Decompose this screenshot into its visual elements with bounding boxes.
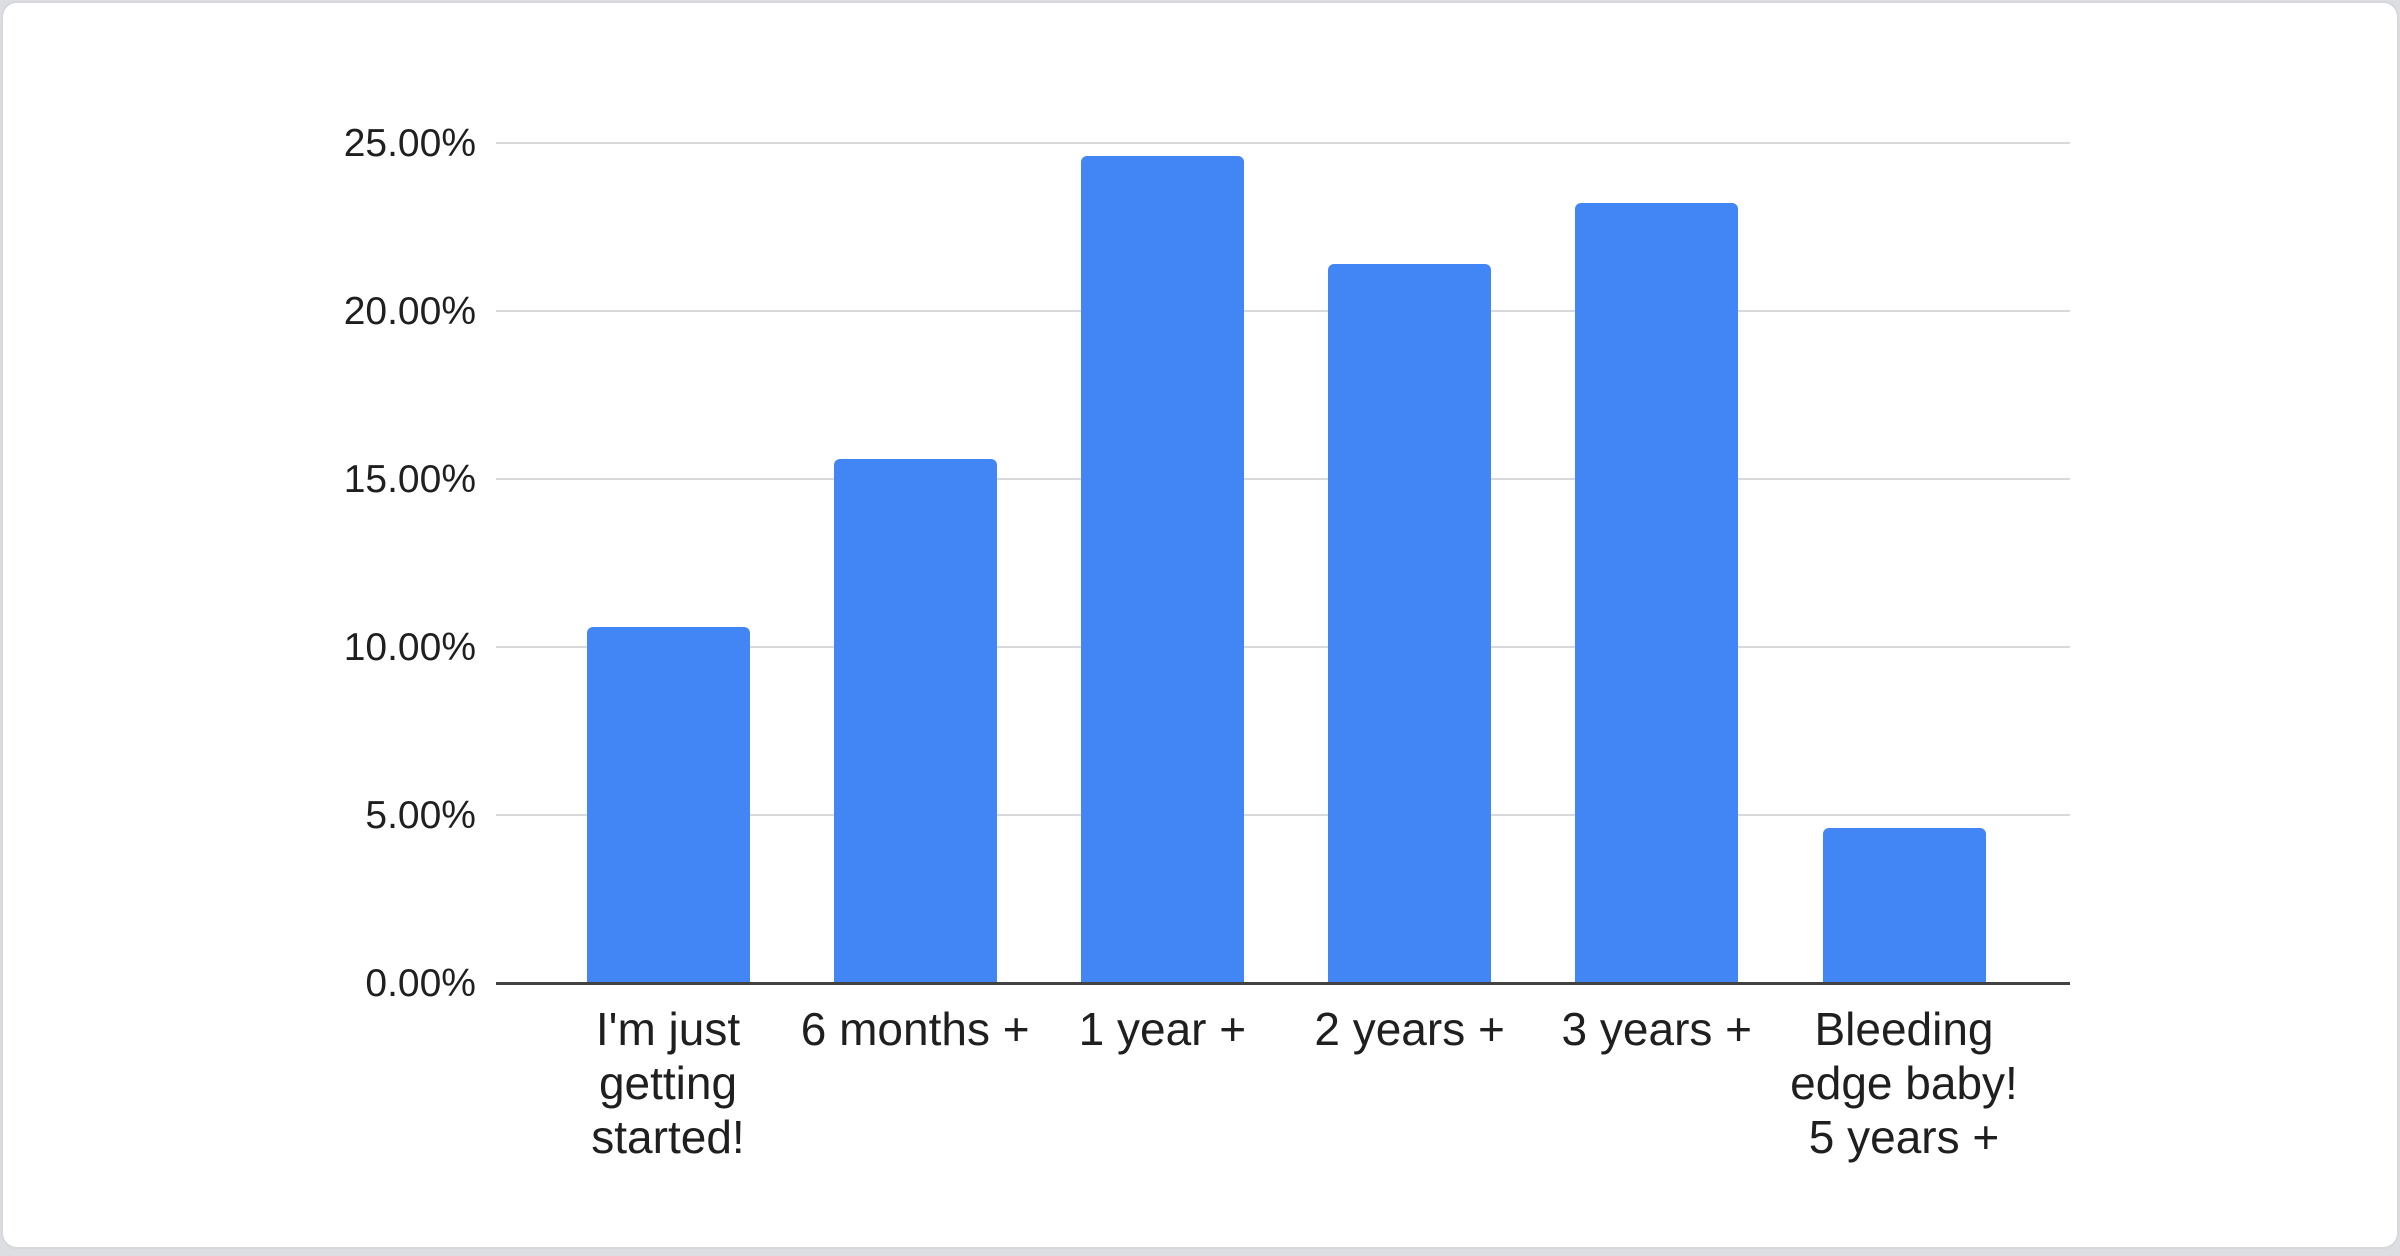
y-axis-label: 20.00% xyxy=(343,290,476,333)
bar-chart: 0.00% 5.00% 10.00% 15.00% 20.00% 25.00% I'm ju… xyxy=(3,3,2397,1247)
x-axis-label: 6 months + xyxy=(800,1003,1030,1055)
x-axis-label: Bleeding edge baby! 5 years + xyxy=(1790,1003,2018,1163)
bar-6[interactable] xyxy=(1822,828,1986,983)
gridline-25.00% xyxy=(496,142,2070,144)
y-axis-label: 0.00% xyxy=(365,962,476,1005)
y-axis-label: 5.00% xyxy=(365,794,476,837)
x-axis-label: 1 year + xyxy=(1078,1003,1247,1055)
x-axis-label: 2 years + xyxy=(1314,1003,1505,1055)
y-axis-label: 15.00% xyxy=(343,458,476,501)
bar-5[interactable] xyxy=(1575,203,1739,983)
gridline-15.00% xyxy=(496,478,2070,480)
gridline-20.00% xyxy=(496,310,2070,312)
bar-2[interactable] xyxy=(833,458,997,983)
gridline-10.00% xyxy=(496,646,2070,648)
gridline-5.00% xyxy=(496,814,2070,816)
bar-1[interactable] xyxy=(586,626,750,983)
y-axis-label: 25.00% xyxy=(343,122,476,165)
x-axis-label: I'm just getting started! xyxy=(591,1003,745,1163)
bar-4[interactable] xyxy=(1328,263,1492,983)
x-axis-line xyxy=(496,982,2070,985)
y-axis-label: 10.00% xyxy=(343,626,476,669)
bar-3[interactable] xyxy=(1080,156,1244,983)
x-axis-label: 3 years + xyxy=(1561,1003,1753,1055)
